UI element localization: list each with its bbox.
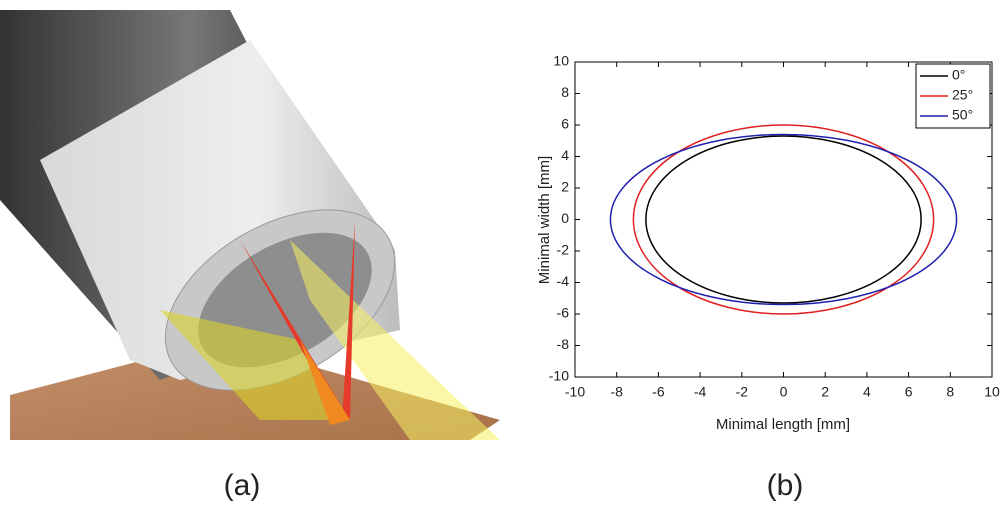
caption: (b) — [767, 469, 804, 502]
x-tick-label: 6 — [905, 384, 913, 400]
x-tick-label: -4 — [694, 384, 707, 400]
legend-label: 0° — [952, 67, 965, 83]
y-tick-label: -10 — [549, 368, 569, 384]
y-tick-label: -6 — [557, 305, 570, 321]
x-tick-label: 0 — [780, 384, 788, 400]
illustration — [0, 10, 500, 440]
y-tick-label: -2 — [557, 242, 570, 258]
x-tick-label: -2 — [736, 384, 749, 400]
x-tick-label: 10 — [984, 384, 1000, 400]
x-tick-label: -6 — [652, 384, 665, 400]
y-tick-label: 2 — [561, 179, 569, 195]
y-tick-label: 10 — [553, 53, 569, 69]
y-tick-label: 6 — [561, 116, 569, 132]
ellipse-curve — [610, 134, 956, 304]
x-tick-label: -8 — [610, 384, 623, 400]
legend-label: 50° — [952, 107, 973, 123]
x-tick-label: 4 — [863, 384, 871, 400]
ellipse-curve — [633, 125, 933, 314]
y-tick-label: 0 — [561, 210, 569, 226]
x-tick-label: 8 — [946, 384, 954, 400]
legend-label: 25° — [952, 87, 973, 103]
y-tick-label: 8 — [561, 84, 569, 100]
figure: (a) (b) Minimal length [mm] Minimal widt… — [0, 0, 1003, 508]
y-axis-label: Minimal width [mm] — [536, 156, 553, 284]
x-tick-label: -10 — [565, 384, 585, 400]
x-axis-label: Minimal length [mm] — [716, 416, 850, 433]
y-tick-label: -8 — [557, 336, 570, 352]
y-tick-label: -4 — [557, 273, 570, 289]
y-tick-label: 4 — [561, 147, 569, 163]
caption: (a) — [224, 469, 261, 502]
ellipse-curve — [646, 136, 921, 303]
x-tick-label: 2 — [821, 384, 829, 400]
